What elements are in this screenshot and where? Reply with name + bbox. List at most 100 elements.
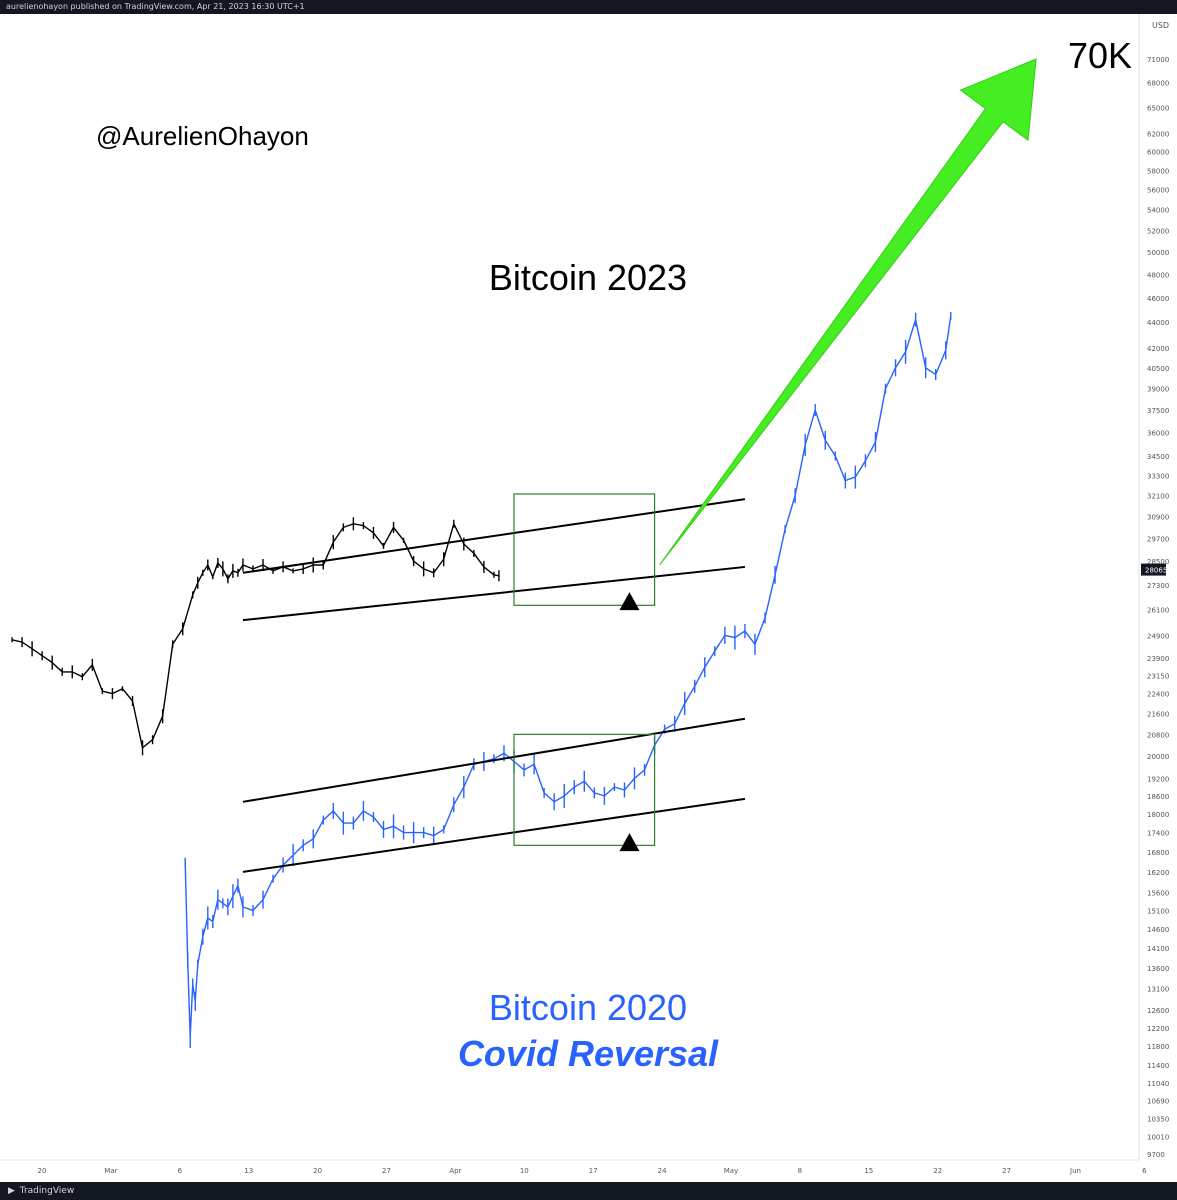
price-tick-label: 23900 xyxy=(1147,655,1169,663)
time-tick-label: 13 xyxy=(244,1167,253,1175)
price-tick-label: 54000 xyxy=(1147,207,1169,215)
price-tick-label: 56000 xyxy=(1147,187,1169,195)
time-tick-label: 6 xyxy=(1142,1167,1147,1175)
time-tick-label: Apr xyxy=(449,1167,461,1175)
price-tick-label: 18000 xyxy=(1147,811,1169,819)
price-tick-label: 29700 xyxy=(1147,535,1169,543)
author-label: @AurelienOhayon xyxy=(96,121,309,151)
price-tick-label: 32100 xyxy=(1147,493,1169,501)
channel-upper-line xyxy=(242,717,746,803)
price-tick-label: 16800 xyxy=(1147,849,1169,857)
price-tick-label: 20000 xyxy=(1147,753,1169,761)
price-tick-label: 39000 xyxy=(1147,386,1169,394)
price-tick-label: 11800 xyxy=(1147,1043,1169,1051)
time-tick-label: May xyxy=(724,1167,738,1175)
price-tick-label: 68000 xyxy=(1147,80,1169,88)
series-layer xyxy=(11,312,952,1048)
published-header: aurelienohayon published on TradingView.… xyxy=(0,0,1177,14)
btc2020-label: Bitcoin 2020 xyxy=(489,987,687,1028)
footer-brand: TradingView xyxy=(19,1186,75,1196)
series-bitcoin-2020 xyxy=(184,312,952,1048)
price-tick-label: 10010 xyxy=(1147,1134,1169,1142)
target-arrow xyxy=(659,58,1037,566)
price-tick-label: 34500 xyxy=(1147,453,1169,461)
price-tick-label: 19200 xyxy=(1147,775,1169,783)
time-tick-label: 27 xyxy=(1002,1167,1011,1175)
price-tick-label: 30900 xyxy=(1147,514,1169,522)
price-tick-label: 40500 xyxy=(1147,365,1169,373)
price-tick-label: 20800 xyxy=(1147,731,1169,739)
time-tick-label: 10 xyxy=(520,1167,529,1175)
price-tick-label: 37500 xyxy=(1147,407,1169,415)
highlight-box xyxy=(513,493,656,606)
overlay-layer xyxy=(242,58,1037,873)
price-tick-label: 11040 xyxy=(1147,1080,1169,1088)
tradingview-logo-icon: ▶ xyxy=(8,1186,15,1196)
time-tick-label: 15 xyxy=(864,1167,873,1175)
time-tick-label: 17 xyxy=(589,1167,598,1175)
price-tick-label: 33300 xyxy=(1147,472,1169,480)
price-tick-label: 50000 xyxy=(1147,249,1169,257)
price-tick-label: 12200 xyxy=(1147,1025,1169,1033)
price-tick-label: 60000 xyxy=(1147,149,1169,157)
published-text: aurelienohayon published on TradingView.… xyxy=(6,2,305,11)
price-tick-label: 65000 xyxy=(1147,105,1169,113)
time-tick-label: 24 xyxy=(658,1167,667,1175)
price-tick-label: 36000 xyxy=(1147,430,1169,438)
time-tick-label: Jun xyxy=(1069,1167,1081,1175)
highlight-box xyxy=(513,733,656,846)
time-axis: 20 Mar 6 13 20 27 Apr 10 17 24 May 8 15 22 27 Jun 6 xyxy=(0,1159,1147,1175)
btc2020-sublabel: Covid Reversal xyxy=(458,1033,719,1074)
price-axis-unit: USD xyxy=(1152,21,1169,30)
current-price-label: 28065 xyxy=(1145,567,1167,575)
price-tick-label: 11400 xyxy=(1147,1062,1169,1070)
price-tick-label: 58000 xyxy=(1147,167,1169,175)
price-tick-label: 16200 xyxy=(1147,869,1169,877)
price-tick-label: 62000 xyxy=(1147,131,1169,139)
price-tick-label: 15100 xyxy=(1147,908,1169,916)
price-tick-label: 26100 xyxy=(1147,607,1169,615)
triangle-marker xyxy=(619,592,640,611)
price-tick-label: 21600 xyxy=(1147,711,1169,719)
price-axis: USD 9700 10010 10350 10690 11040 11400 11800 122… xyxy=(1138,14,1169,1160)
price-tick-label: 13100 xyxy=(1147,986,1169,994)
price-tick-label: 18600 xyxy=(1147,793,1169,801)
price-tick-label: 17400 xyxy=(1147,830,1169,838)
price-tick-label: 22400 xyxy=(1147,691,1169,699)
channel-lower-line xyxy=(242,797,746,873)
price-tick-label: 44000 xyxy=(1147,319,1169,327)
footer-bar: ▶ TradingView xyxy=(0,1182,1177,1200)
price-tick-label: 46000 xyxy=(1147,295,1169,303)
channel-upper-line xyxy=(242,498,746,574)
chart-svg[interactable]: USD 9700 10010 10350 10690 11040 11400 11800 122… xyxy=(0,14,1177,1182)
price-tick-label: 24900 xyxy=(1147,632,1169,640)
price-tick-label: 42000 xyxy=(1147,345,1169,353)
series-bitcoin-2023 xyxy=(11,517,500,756)
time-tick-label: 22 xyxy=(933,1167,942,1175)
price-tick-label: 13600 xyxy=(1147,965,1169,973)
price-tick-label: 52000 xyxy=(1147,227,1169,235)
time-tick-label: 8 xyxy=(798,1167,802,1175)
target-label: 70K xyxy=(1068,35,1132,76)
time-tick-label: 27 xyxy=(382,1167,391,1175)
price-tick-label: 10350 xyxy=(1147,1115,1169,1123)
price-tick-label: 9700 xyxy=(1147,1151,1165,1159)
btc2023-label: Bitcoin 2023 xyxy=(489,257,687,298)
time-tick-label: 20 xyxy=(313,1167,322,1175)
time-tick-label: 6 xyxy=(178,1167,183,1175)
price-tick-label: 27300 xyxy=(1147,582,1169,590)
channel-lower-line xyxy=(242,565,746,622)
price-tick-label: 23150 xyxy=(1147,672,1169,680)
price-tick-label: 14600 xyxy=(1147,926,1169,934)
price-tick-label: 12600 xyxy=(1147,1007,1169,1015)
price-tick-label: 10690 xyxy=(1147,1098,1169,1106)
price-tick-label: 15600 xyxy=(1147,890,1169,898)
price-tick-label: 28500 xyxy=(1147,558,1169,566)
triangle-marker xyxy=(619,833,640,852)
time-tick-label: Mar xyxy=(104,1167,117,1175)
time-tick-label: 20 xyxy=(38,1167,47,1175)
price-tick-label: 14100 xyxy=(1147,945,1169,953)
series-line xyxy=(184,315,952,1037)
price-tick-label: 71000 xyxy=(1147,56,1169,64)
price-tick-label: 48000 xyxy=(1147,271,1169,279)
